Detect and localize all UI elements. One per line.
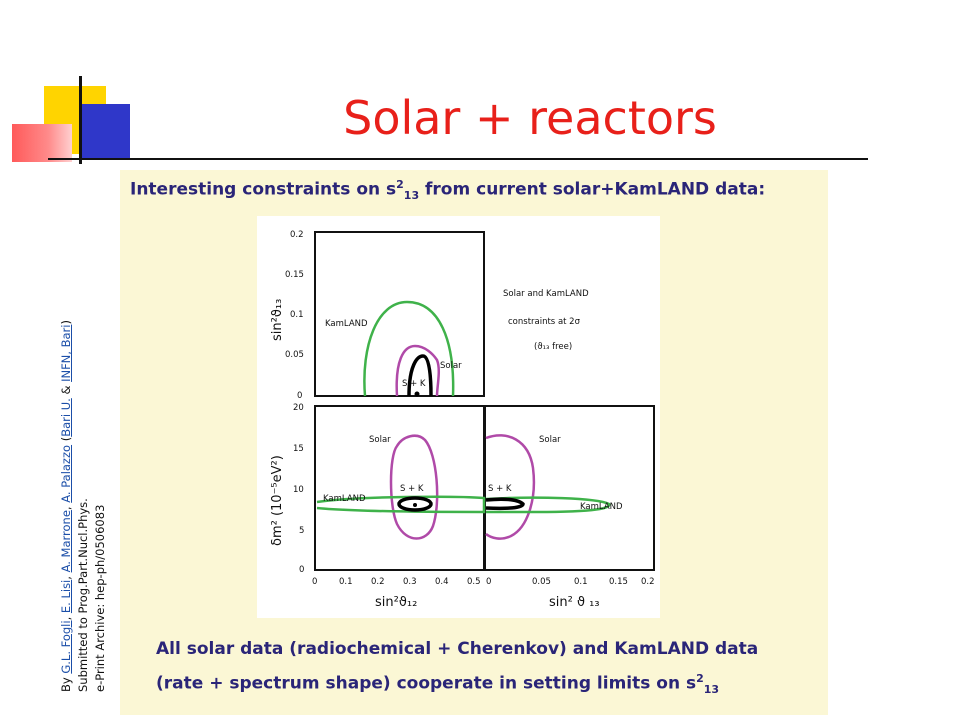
left-xtick-label: 0.3 <box>403 577 417 587</box>
right-xtick-label: 0.05 <box>532 577 551 587</box>
right-solar-contour <box>485 434 536 540</box>
left-ytick-label: 5 <box>299 526 304 536</box>
top-ylabel: sin²ϑ₁₃ <box>270 299 285 341</box>
top-sk-contour <box>407 354 433 397</box>
conclusion-line-2: (rate + spectrum shape) cooperate in set… <box>156 664 758 705</box>
author-separator: , <box>59 502 73 511</box>
author-separator: , <box>59 613 73 621</box>
conclusion-line-1: All solar data (radiochemical + Cherenko… <box>156 639 759 659</box>
citation-by-label: By <box>59 673 73 692</box>
left-sk-contour <box>397 496 433 512</box>
right-xtick-label: 0.1 <box>574 577 588 587</box>
citation-journal: Submitted to Prog.Part.Nucl.Phys. <box>76 498 90 692</box>
left-ytick-label: 10 <box>293 485 304 495</box>
right-sk-label: S + K <box>488 484 512 494</box>
top-best-fit-point <box>414 391 420 397</box>
headline-text-post: from current solar+KamLAND data: <box>419 179 766 200</box>
slide-title: Solar + reactors <box>343 91 717 145</box>
left-xlabel: sin²ϑ₁₂ <box>375 595 417 610</box>
right-xtick-label: 0 <box>486 577 491 587</box>
legend-line-3: (ϑ₁₃ free) <box>534 342 572 352</box>
title-underline <box>48 158 868 160</box>
left-best-fit-point <box>413 503 417 507</box>
panel-headline: Interesting constraints on s213 from cur… <box>130 178 765 202</box>
left-kamland-label: KamLAND <box>323 494 366 504</box>
top-kamland-label: KamLAND <box>325 319 368 329</box>
left-xtick-label: 0.5 <box>467 577 481 587</box>
left-xtick-label: 0.2 <box>371 577 385 587</box>
left-solar-contour <box>389 434 439 540</box>
citation-eprint: e-Print Archive: hep-ph/0506083 <box>93 504 107 692</box>
top-ytick-label: 0.05 <box>285 350 304 360</box>
right-solar-label: Solar <box>539 435 561 445</box>
conclusion-sup: 2 <box>696 672 704 685</box>
author-link-lisi[interactable]: E. Lisi <box>59 579 73 614</box>
top-ytick-label: 0.1 <box>290 310 304 320</box>
left-xtick-label: 0.1 <box>339 577 353 587</box>
top-sk-label: S + K <box>402 379 426 389</box>
left-xtick-label: 0.4 <box>435 577 449 587</box>
top-ytick-label: 0.2 <box>290 230 304 240</box>
left-ytick-label: 20 <box>293 403 304 413</box>
oscillation-figure: 0.2 0.15 0.1 0.05 0 sin²ϑ₁₃ KamLAND Sola… <box>257 216 660 618</box>
top-kamland-contour <box>363 300 455 397</box>
citation-byline: By G.L. Fogli, E. Lisi, A. Marrone, A. P… <box>58 320 109 692</box>
left-ytick-label: 0 <box>299 565 304 575</box>
legend-line-1: Solar and KamLAND <box>503 289 589 299</box>
figure-background <box>257 216 660 618</box>
top-solar-label: Solar <box>440 361 462 371</box>
left-kamland-contour <box>316 495 486 514</box>
top-panel-frame <box>314 231 485 397</box>
legend-line-2: constraints at 2σ <box>508 317 581 327</box>
right-xlabel: sin² ϑ ₁₃ <box>549 595 600 610</box>
citation-authors-line: By G.L. Fogli, E. Lisi, A. Marrone, A. P… <box>58 320 75 692</box>
headline-sup: 2 <box>396 178 404 191</box>
decor-red-bar <box>12 124 72 162</box>
left-sk-label: S + K <box>400 484 424 494</box>
content-panel: Interesting constraints on s213 from cur… <box>120 170 828 715</box>
left-solar-label: Solar <box>369 435 391 445</box>
panel-conclusion: All solar data (radiochemical + Cherenko… <box>156 634 758 705</box>
affiliation-link-bari-u[interactable]: Bari U. <box>59 398 73 437</box>
right-panel-frame <box>484 405 655 571</box>
right-xtick-label: 0.15 <box>609 577 628 587</box>
affiliation-open: ( <box>59 436 73 445</box>
right-kamland-label: KamLAND <box>580 502 623 512</box>
affiliation-link-infn-bari[interactable]: INFN, Bari <box>59 324 73 382</box>
headline-sub: 13 <box>403 189 420 203</box>
left-ytick-label: 15 <box>293 444 304 454</box>
top-ytick-label: 0.15 <box>285 270 304 280</box>
author-link-palazzo[interactable]: A. Palazzo <box>59 444 73 503</box>
decor-vertical-line <box>79 76 82 164</box>
author-link-marrone[interactable]: A. Marrone <box>59 510 73 573</box>
left-xtick-label: 0 <box>312 577 317 587</box>
left-ylabel: δm² (10⁻⁵eV²) <box>270 455 285 546</box>
conclusion-sub: 13 <box>703 683 720 697</box>
conclusion-text: (rate + spectrum shape) cooperate in set… <box>156 673 697 694</box>
right-xtick-label: 0.2 <box>641 577 655 587</box>
author-separator: , <box>59 572 73 580</box>
top-ytick-label: 0 <box>297 391 302 401</box>
right-sk-contour <box>485 497 525 511</box>
affiliation-close: ) <box>59 320 73 325</box>
decor-blue-square <box>80 104 130 160</box>
headline-text-pre: Interesting constraints on s <box>130 179 397 200</box>
author-link-fogli[interactable]: G.L. Fogli <box>59 620 73 674</box>
affiliation-amp: & <box>59 381 73 399</box>
right-kamland-contour <box>485 496 611 514</box>
top-solar-contour <box>395 344 441 397</box>
